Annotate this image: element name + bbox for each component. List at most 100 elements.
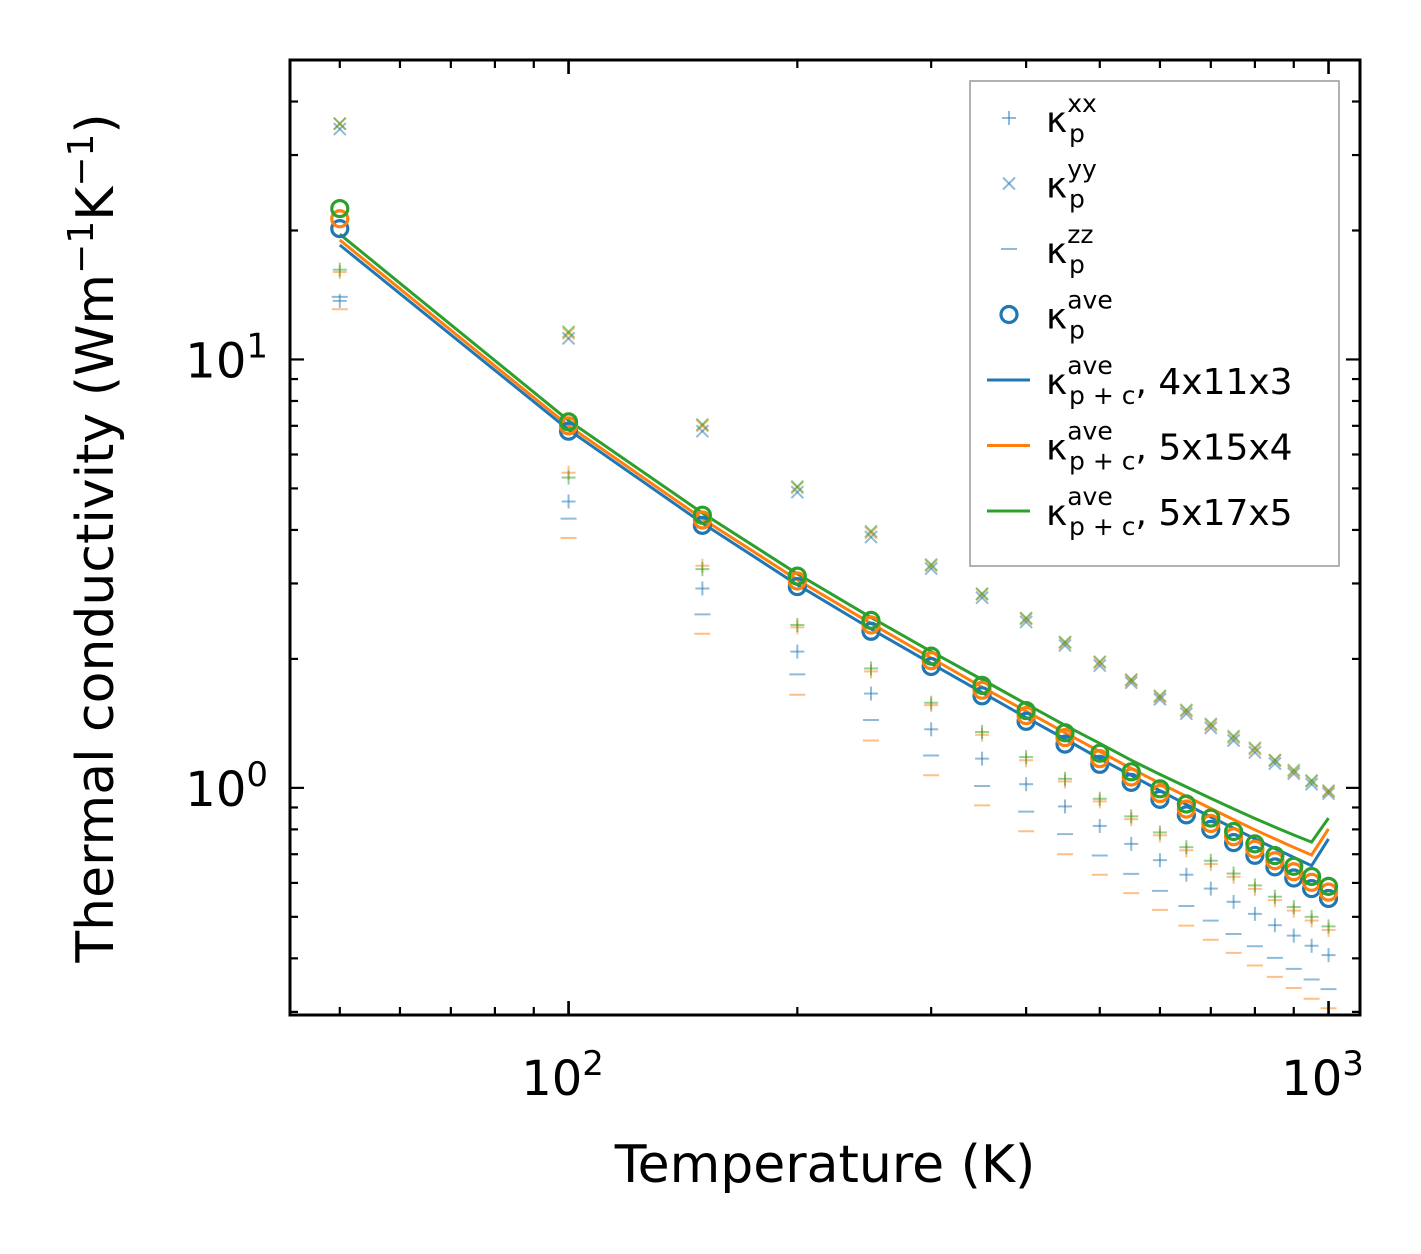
series-kappa_p_ave_5x17x5 [330,198,1339,896]
point-kappa_p_yy_5x17x5 [1179,703,1194,717]
point-kappa_p_yy_5x17x5 [1019,611,1033,625]
point-kappa_p_ave_5x17x5 [1201,808,1221,828]
legend-entry: κave p + c, 5x15x4 [987,417,1293,476]
point-kappa_p_xx_4x11x3 [975,751,990,766]
point-kappa_p_yy_4x11x3-d2 [561,331,576,346]
point-kappa_p_yy_5x17x5 [561,325,576,339]
point-kappa_p_yy_5x17x5-d2 [695,417,710,432]
line-kappa_pc_ave_5x17x5 [338,233,1330,844]
legend-label: κave p + c, 5x17x5 [1046,482,1293,541]
x-tick-label: 103 [1281,1044,1364,1107]
point-kappa_p_xx_4x11x3 [790,644,805,659]
point-kappa_p_xx_5x17x5 [1226,866,1241,881]
y-tick-label: 101 [185,326,268,389]
point-kappa_p_yy_4x11x3 [561,331,576,346]
point-kappa_p_yy_4x11x3-d2 [1124,675,1138,690]
point-kappa_p_yy_5x17x5-d2 [1058,635,1072,649]
point-kappa_p_xx_4x11x3 [1092,818,1107,833]
series-kappa_p_xx_5x17x5 [332,262,1336,934]
point-kappa_p_xx_5x17x5 [561,470,576,485]
point-kappa_p_yy_5x17x5-d2 [975,586,989,601]
point-kappa_p_yy_5x17x5 [790,479,805,494]
point-kappa_p_ave_5x17x5 [1150,779,1170,799]
y-axis-label-part: K [66,185,126,221]
point-kappa_p_xx_4x11x3 [1321,948,1336,963]
point-kappa_p_ave_5x17x5 [692,505,712,525]
point-kappa_p_yy_5x15x4 [1287,765,1301,779]
point-kappa_p_ave_5x17x5 [1176,794,1196,814]
point-kappa_p_xx_5x17x5 [1092,791,1107,806]
point-kappa_p_yy_4x11x3-d2 [924,561,938,576]
point-kappa_p_yy_5x17x5 [1248,741,1262,755]
legend-entry: κave p + c, 5x17x5 [987,482,1293,541]
point-kappa_p_xx_5x17x5 [1152,825,1167,840]
point-kappa_p_yy_4x11x3 [864,530,878,544]
point-kappa_p_yy_4x11x3 [1248,745,1262,760]
point-kappa_p_xx_4x11x3 [1226,894,1241,909]
point-kappa_p_yy_4x11x3 [1153,692,1167,706]
point-kappa_p_yy_5x17x5 [695,417,710,432]
legend-label: κzz p [1046,220,1093,279]
point-kappa_p_yy_4x11x3 [1093,658,1107,673]
point-kappa_p_yy_4x11x3-d2 [1204,721,1218,735]
point-kappa_p_yy_5x17x5 [1268,753,1282,767]
point-kappa_p_xx_5x17x5 [1267,889,1282,904]
point-kappa_p_yy_4x11x3-d2 [333,122,347,136]
point-kappa_p_xx_5x17x5 [1247,878,1262,893]
point-kappa_p_yy_5x17x5-d2 [561,325,576,339]
legend-label: κyy p [1046,155,1097,214]
point-kappa_p_yy_4x11x3 [1321,786,1336,801]
point-kappa_p_yy_5x17x5 [1204,717,1218,731]
point-kappa_p_xx_5x17x5 [332,262,347,277]
point-kappa_p_xx_4x11x3 [695,581,710,596]
point-kappa_p_xx_5x17x5 [1179,840,1194,855]
point-kappa_p_yy_5x17x5 [1124,672,1138,687]
point-kappa_p_yy_4x11x3-d2 [975,590,989,605]
point-kappa_p_xx_5x17x5 [1286,900,1301,915]
series-kappa_pc_ave_5x17x5 [338,233,1330,844]
point-kappa_p_ave_4x11x3 [1121,772,1141,792]
point-kappa_p_ave_4x11x3 [1176,805,1196,825]
legend-entry: κave p + c, 4x11x3 [987,351,1293,410]
point-kappa_p_yy_4x11x3-d2 [864,530,878,544]
point-kappa_p_ave_5x17x5 [921,646,941,666]
legend-label: κave p + c, 5x15x4 [1046,417,1293,476]
point-kappa_p_yy_4x11x3 [1124,675,1138,690]
point-kappa_p_ave_5x17x5 [330,198,350,219]
legend-label: κxx p [1046,89,1097,148]
point-kappa_p_yy_5x17x5-d2 [1321,783,1336,798]
point-kappa_p_yy_4x11x3 [333,122,347,136]
point-kappa_p_yy_5x15x4 [1248,742,1262,757]
legend-entry: κyy p [1002,155,1097,214]
point-kappa_p_yy_4x11x3-d2 [1179,706,1194,721]
point-kappa_p_xx_5x17x5 [975,725,990,740]
point-kappa_p_ave_4x11x3 [787,576,807,597]
series-kappa_p_zz_5x15x4 [331,308,1337,1010]
series-kappa_pc_ave_5x15x4 [338,238,1330,857]
legend-entry: κxx p [1002,89,1097,148]
point-kappa_p_yy_5x15x4 [561,326,576,341]
point-kappa_p_yy_5x15x4-d2 [1287,765,1301,779]
legend-entry: κave p [999,286,1113,345]
series-layer [330,117,1339,1010]
point-kappa_p_yy_5x17x5-d2 [1019,611,1033,625]
point-kappa_p_yy_5x17x5 [924,557,938,572]
point-kappa_p_yy_4x11x3 [1058,638,1072,653]
point-kappa_p_ave_4x11x3 [861,621,881,641]
point-kappa_p_yy_4x11x3-d2 [1019,615,1033,629]
point-kappa_p_yy_5x17x5-d2 [1287,763,1301,777]
point-kappa_p_xx_4x11x3 [1057,799,1072,814]
point-kappa_p_yy_4x11x3-d2 [1321,786,1336,801]
point-kappa_p_yy_5x17x5 [975,586,989,601]
point-kappa_p_xx_5x17x5 [1203,853,1218,868]
point-kappa_p_xx_4x11x3 [924,722,939,737]
point-kappa_p_ave_5x17x5 [1121,762,1141,782]
series-kappa_p_xx_4x11x3 [332,293,1336,963]
point-kappa_p_ave_5x17x5 [1284,856,1304,876]
point-kappa_p_yy_4x11x3-d2 [1153,692,1167,706]
point-kappa_p_yy_5x17x5-d2 [864,524,878,539]
point-kappa_p_xx_4x11x3 [1019,777,1034,792]
point-kappa_p_xx_5x17x5 [1124,809,1139,824]
point-kappa_p_yy_4x11x3 [1226,733,1241,748]
point-kappa_p_yy_4x11x3-d2 [1304,777,1319,791]
